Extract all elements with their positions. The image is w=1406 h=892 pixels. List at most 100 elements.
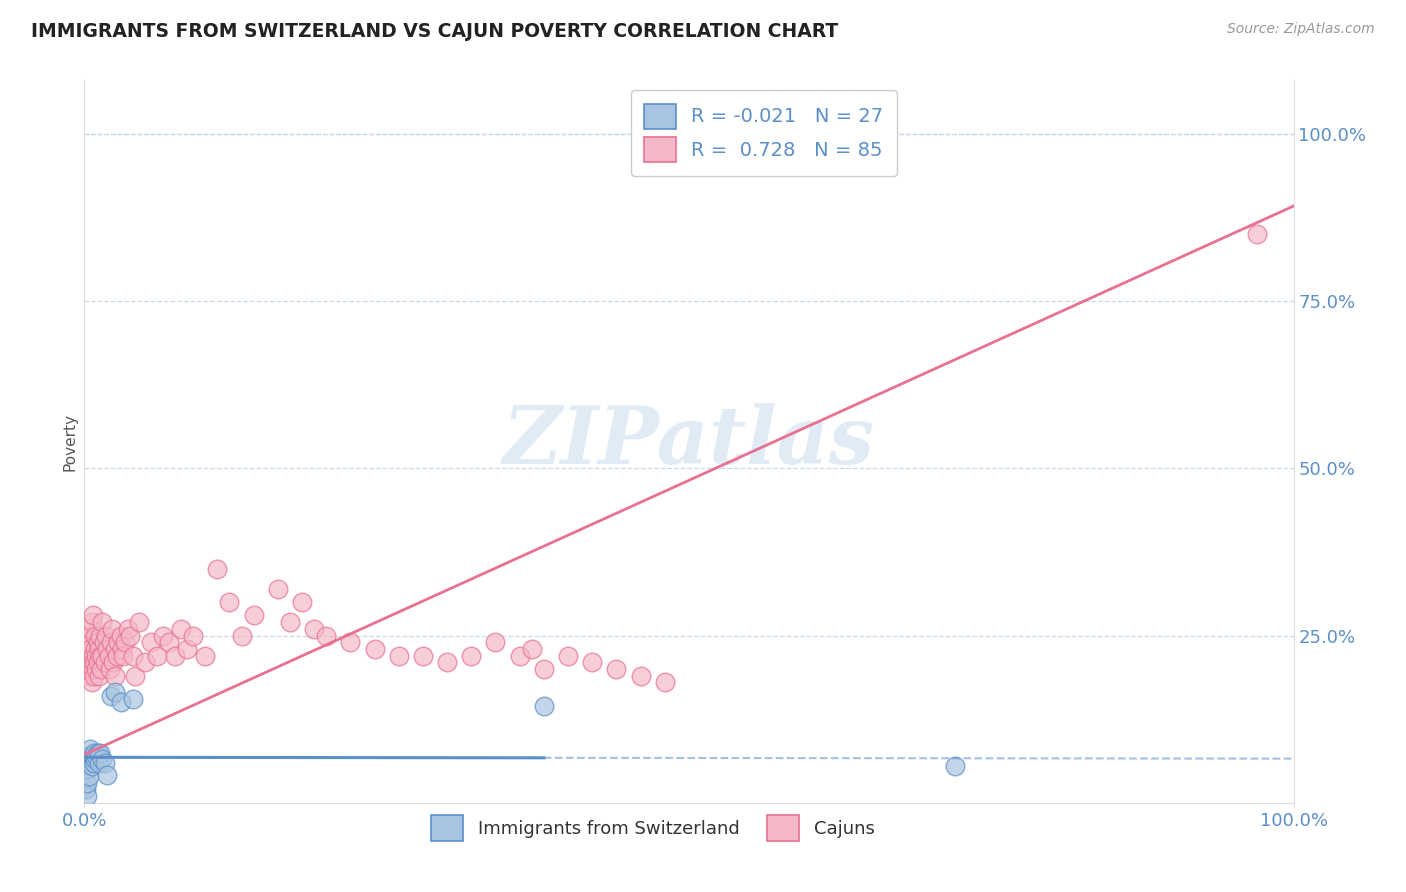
Point [110, 628, 132, 642]
Point [77, 762, 100, 776]
Point [79, 752, 101, 766]
Text: IMMIGRANTS FROM SWITZERLAND VS CAJUN POVERTY CORRELATION CHART: IMMIGRANTS FROM SWITZERLAND VS CAJUN POV… [31, 22, 838, 41]
Point [91, 615, 114, 630]
Point [98, 662, 121, 676]
Point [170, 622, 193, 636]
Point [89, 648, 111, 663]
Point [104, 685, 127, 699]
Point [82, 648, 104, 663]
Point [107, 635, 129, 649]
Point [93, 635, 115, 649]
Point [80, 759, 103, 773]
Point [96, 767, 118, 781]
Point [181, 628, 204, 642]
Point [315, 628, 337, 642]
Point [152, 628, 174, 642]
Point [105, 648, 128, 663]
Point [104, 642, 127, 657]
Point [82, 608, 104, 623]
Point [412, 648, 434, 663]
Point [76, 789, 98, 804]
Point [77, 769, 100, 783]
Point [79, 669, 101, 683]
Point [76, 776, 98, 790]
Point [100, 689, 122, 703]
Point [87, 642, 110, 657]
Point [77, 635, 100, 649]
Point [86, 662, 108, 676]
Point [533, 662, 555, 676]
Point [128, 615, 150, 630]
Point [83, 756, 105, 770]
Point [278, 615, 301, 630]
Point [89, 628, 111, 642]
Point [1246, 227, 1268, 242]
Point [82, 749, 104, 764]
Point [86, 648, 108, 663]
Point [302, 622, 325, 636]
Point [339, 635, 361, 649]
Point [76, 648, 98, 663]
Point [267, 582, 290, 596]
Point [124, 669, 146, 683]
Point [291, 595, 314, 609]
Point [231, 628, 253, 642]
Point [194, 648, 217, 663]
Point [103, 655, 125, 669]
Point [75, 782, 97, 797]
Point [436, 655, 458, 669]
Point [520, 642, 543, 657]
Point [111, 642, 134, 657]
Point [581, 655, 603, 669]
Point [139, 635, 162, 649]
Point [363, 642, 385, 657]
Point [630, 669, 652, 683]
Point [176, 642, 198, 657]
Point [77, 749, 100, 764]
Point [84, 752, 107, 766]
Legend: Immigrants from Switzerland, Cajuns: Immigrants from Switzerland, Cajuns [423, 808, 882, 848]
Text: ZIPatlas: ZIPatlas [503, 403, 875, 480]
Point [79, 622, 101, 636]
Text: Source: ZipAtlas.com: Source: ZipAtlas.com [1227, 22, 1375, 37]
Point [86, 635, 108, 649]
Point [94, 628, 117, 642]
Point [80, 675, 103, 690]
Point [90, 662, 112, 676]
Point [83, 655, 105, 669]
Point [120, 628, 142, 642]
Point [80, 615, 103, 630]
Point [87, 669, 110, 683]
Point [114, 635, 136, 649]
Point [82, 662, 104, 676]
Point [557, 648, 579, 663]
Point [460, 648, 482, 663]
Point [110, 696, 132, 710]
Point [97, 648, 120, 663]
Point [146, 648, 169, 663]
Point [104, 669, 127, 683]
Point [79, 742, 101, 756]
Point [83, 669, 105, 683]
Point [84, 628, 107, 642]
Point [533, 698, 555, 713]
Point [207, 562, 229, 576]
Point [605, 662, 627, 676]
Point [77, 628, 100, 642]
Point [77, 662, 100, 676]
Point [94, 655, 117, 669]
Point [77, 655, 100, 669]
Point [121, 648, 143, 663]
Point [84, 642, 107, 657]
Point [218, 595, 240, 609]
Y-axis label: Poverty: Poverty [62, 412, 77, 471]
Point [100, 635, 122, 649]
Point [388, 648, 411, 663]
Point [112, 648, 135, 663]
Point [121, 692, 143, 706]
Point [484, 635, 506, 649]
Point [943, 759, 966, 773]
Point [509, 648, 531, 663]
Point [83, 746, 105, 760]
Point [89, 746, 111, 760]
